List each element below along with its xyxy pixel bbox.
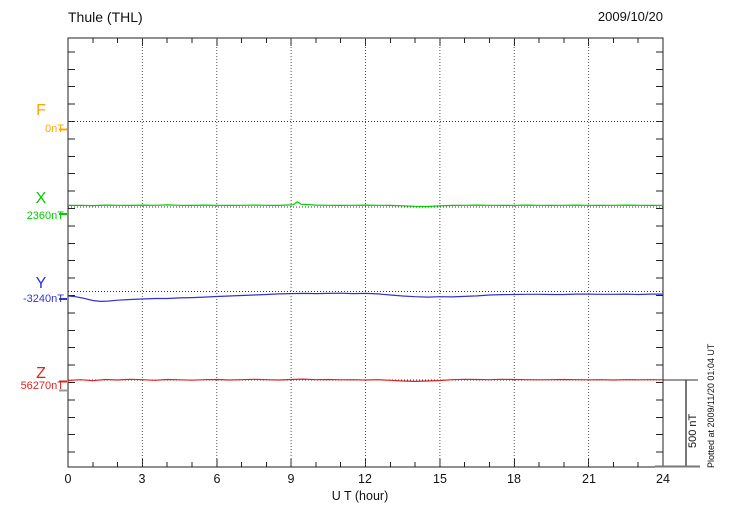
plot-frame	[67, 37, 664, 468]
xtick-15: 15	[433, 472, 447, 486]
xtick-21: 21	[582, 472, 596, 486]
page-title: Thule (THL)	[68, 9, 143, 25]
xtick-24: 24	[656, 472, 670, 486]
trace-Y	[67, 292, 663, 303]
xtick-12: 12	[358, 472, 372, 486]
component-label-X: X	[35, 190, 47, 207]
component-baseline-X: 2360nT	[26, 210, 64, 222]
scale-bar-label: 500 nT	[687, 413, 699, 448]
component-label-F: F	[36, 102, 46, 119]
x-axis-title: U T (hour)	[331, 489, 389, 503]
xtick-0: 0	[64, 472, 72, 486]
xtick-3: 3	[138, 472, 146, 486]
component-label-Y: Y	[35, 275, 47, 292]
xtick-9: 9	[287, 472, 295, 486]
xtick-6: 6	[213, 472, 221, 486]
plotted-at-note: Plotted at 2009/11/20 01:04 UT	[706, 343, 716, 468]
trace-Z	[67, 378, 664, 383]
xtick-18: 18	[507, 472, 521, 486]
component-baseline-Y: -3240nT	[23, 293, 64, 305]
date-label: 2009/10/20	[597, 9, 663, 24]
component-baseline-Z: 56270nT	[20, 380, 64, 392]
trace-X	[67, 201, 664, 208]
component-baseline-F: 0nT	[45, 123, 64, 135]
component-label-Z: Z	[36, 365, 46, 382]
